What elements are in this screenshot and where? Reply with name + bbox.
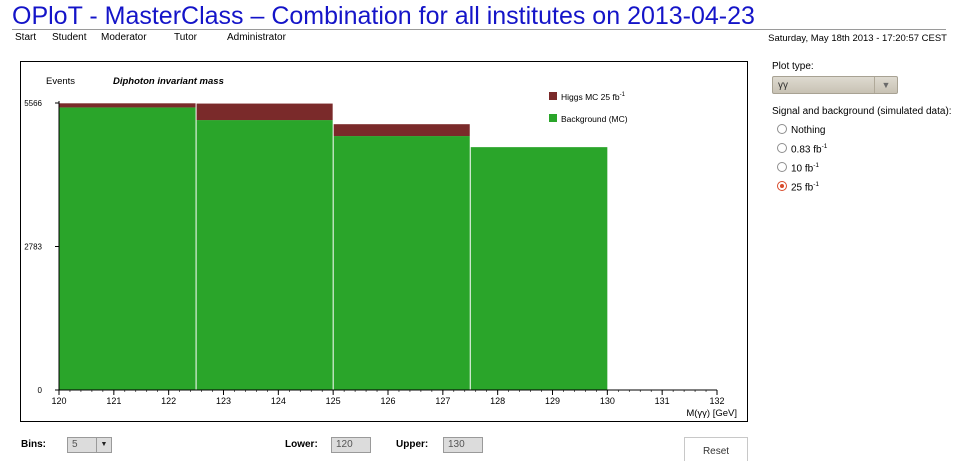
x-tick-label: 120 — [51, 396, 66, 406]
x-tick-label: 124 — [271, 396, 286, 406]
radio-25-fb[interactable] — [777, 181, 787, 192]
legend-label: Higgs MC 25 fb-1 — [561, 92, 626, 102]
plot-type-value: γγ — [778, 80, 788, 91]
background-bar — [196, 120, 334, 390]
radio-nothing[interactable] — [777, 124, 787, 134]
option-25-fb[interactable]: 25 fb-1 — [777, 181, 819, 193]
legend-swatch — [549, 114, 557, 122]
nav-moderator[interactable]: Moderator — [101, 32, 147, 43]
y-axis-label: Events — [46, 76, 75, 87]
datetime-display: Saturday, May 18th 2013 - 17:20:57 CEST — [768, 33, 947, 44]
controls-bar: Bins: 5 ▼ Lower: 120 Upper: 130 Reset — [0, 430, 962, 461]
bins-value: 5 — [72, 439, 78, 450]
bins-label: Bins: — [21, 439, 46, 450]
higgs-signal-bar — [196, 103, 334, 121]
option-label: 10 fb-1 — [791, 162, 820, 175]
dropdown-arrow-icon[interactable]: ▼ — [96, 438, 111, 452]
y-tick-label: 0 — [38, 386, 43, 395]
upper-input[interactable]: 130 — [443, 437, 483, 453]
y-tick-label: 2783 — [24, 243, 42, 252]
page-title: OPloT - MasterClass – Combination for al… — [12, 2, 755, 30]
x-tick-label: 121 — [106, 396, 121, 406]
x-tick-label: 132 — [709, 396, 724, 406]
higgs-signal-bar — [59, 103, 197, 108]
background-bar — [59, 107, 197, 390]
nav-tutor[interactable]: Tutor — [174, 32, 197, 43]
histogram-chart: 120 121 122 123 124 125 126 127 128 129 130 131 132 0… — [24, 76, 737, 419]
nav-student[interactable]: Student — [52, 32, 87, 43]
reset-button[interactable]: Reset — [684, 437, 748, 461]
lower-value: 120 — [336, 439, 353, 450]
radio-10-fb[interactable] — [777, 162, 787, 173]
bins-select[interactable]: 5 ▼ — [67, 437, 112, 453]
option-10-fb[interactable]: 10 fb-1 — [777, 162, 819, 174]
dropdown-arrow-icon[interactable]: ▼ — [874, 77, 897, 93]
legend-label: Background (MC) — [561, 114, 628, 124]
option-nothing[interactable]: Nothing — [777, 124, 825, 136]
lower-label: Lower: — [285, 439, 318, 450]
lower-input[interactable]: 120 — [331, 437, 371, 453]
option-0-83-fb[interactable]: 0.83 fb-1 — [777, 143, 827, 155]
plot-type-select[interactable]: γγ ▼ — [772, 76, 898, 94]
nav-administrator[interactable]: Administrator — [227, 32, 286, 43]
x-tick-label: 130 — [600, 396, 615, 406]
title-divider — [12, 29, 946, 30]
x-tick-label: 126 — [380, 396, 395, 406]
x-tick-label: 127 — [435, 396, 450, 406]
radio-0-83-fb[interactable] — [777, 143, 787, 154]
option-label: 25 fb-1 — [791, 181, 820, 194]
background-bar — [333, 136, 471, 390]
x-tick-label: 131 — [655, 396, 670, 406]
plot-type-label: Plot type: — [772, 61, 814, 72]
option-label: 0.83 fb-1 — [791, 143, 828, 156]
legend-swatch — [549, 92, 557, 100]
option-label: Nothing — [791, 125, 826, 136]
x-tick-label: 128 — [490, 396, 505, 406]
higgs-signal-bar — [333, 124, 471, 137]
signal-background-label: Signal and background (simulated data): — [772, 106, 952, 117]
x-tick-label: 125 — [326, 396, 341, 406]
upper-label: Upper: — [396, 439, 429, 450]
x-axis-label: M(γγ) [GeV] — [686, 408, 737, 419]
chart-panel: 120 121 122 123 124 125 126 127 128 129 130 131 132 0… — [20, 61, 748, 422]
upper-value: 130 — [448, 439, 465, 450]
nav-start[interactable]: Start — [15, 32, 37, 43]
chart-title: Diphoton invariant mass — [113, 76, 224, 87]
y-tick-label: 5566 — [24, 99, 42, 108]
x-tick-label: 129 — [545, 396, 560, 406]
x-tick-label: 122 — [161, 396, 176, 406]
background-bar — [470, 147, 608, 390]
x-tick-label: 123 — [216, 396, 231, 406]
